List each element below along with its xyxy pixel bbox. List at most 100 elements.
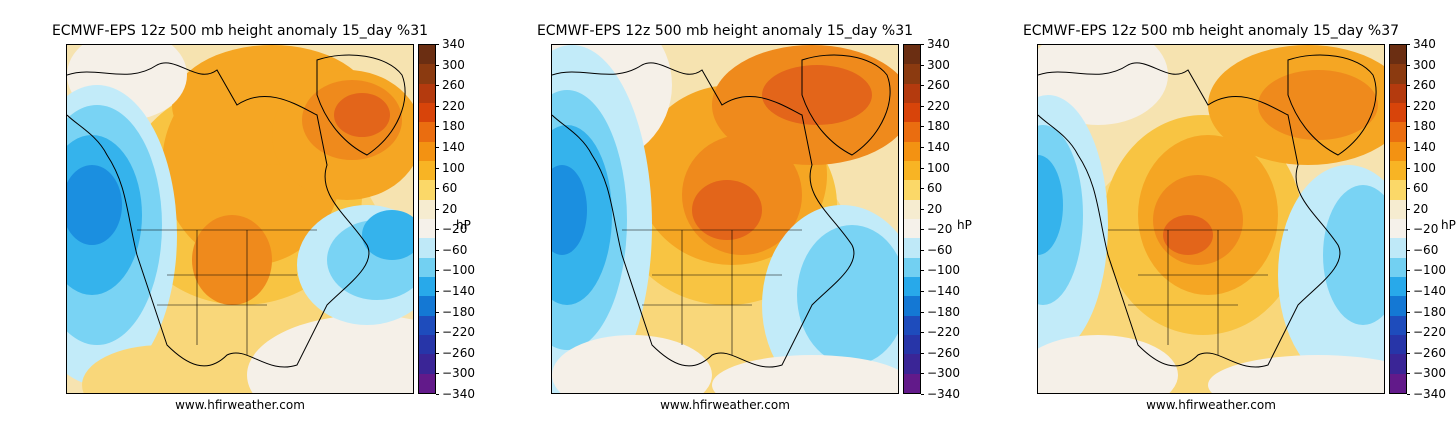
colorbar-tick-label: −20	[442, 222, 468, 237]
anomaly-contour	[82, 345, 242, 393]
colorbar-segment	[1390, 45, 1406, 65]
colorbar-tick-label: −220	[1413, 325, 1446, 340]
colorbar-tick-label: −300	[442, 366, 475, 381]
colorbar-segment	[904, 180, 920, 200]
colorbar-segment	[1390, 315, 1406, 335]
greenland-outline	[801, 54, 891, 156]
anomaly-contour	[1323, 185, 1384, 325]
anomaly-contour	[692, 180, 762, 240]
colorbar-segment	[1390, 354, 1406, 374]
colorbar-segment	[419, 122, 435, 142]
colorbar-segment	[419, 373, 435, 393]
colorbar-tick-label: −100	[927, 263, 960, 278]
colorbar-segment	[1390, 141, 1406, 161]
colorbar-tick-label: 100	[442, 160, 465, 175]
colorbar-tick-label: −260	[1413, 345, 1446, 360]
anomaly-contour	[334, 93, 390, 137]
colorbar-tick-label: −340	[1413, 387, 1446, 401]
colorbar-segment	[1390, 102, 1406, 123]
anomaly-contour	[247, 315, 413, 393]
anomaly-contour	[1208, 355, 1384, 393]
colorbar-tick-label: 340	[442, 37, 465, 51]
colorbar-segment	[1390, 180, 1406, 200]
colorbar-tick-label: 60	[927, 181, 943, 196]
colorbar-segment	[419, 276, 435, 297]
colorbar-segment	[904, 122, 920, 142]
coastline	[552, 62, 855, 368]
coastline	[67, 62, 370, 368]
colorbar-segment	[419, 180, 435, 200]
colorbar-segment	[419, 141, 435, 161]
panel-title: ECMWF-EPS 12z 500 mb height anomaly 15_d…	[51, 23, 429, 39]
colorbar-tick-label: −180	[1413, 304, 1446, 319]
colorbar-segment	[419, 315, 435, 335]
colorbar-tick-label: 60	[442, 181, 458, 196]
colorbar-segment	[904, 83, 920, 103]
panel-1: ECMWF-EPS 12z 500 mb height anomaly 15_d…	[0, 0, 485, 439]
colorbar-tick-label: 220	[927, 98, 950, 113]
colorbar-segment	[419, 102, 435, 123]
colorbar-tick-label: −300	[1413, 366, 1446, 381]
colorbar-tick-label: 220	[1413, 98, 1436, 113]
colorbar-tick-label: −340	[927, 387, 960, 401]
political-borders	[1108, 229, 1288, 355]
colorbar-segment	[419, 354, 435, 374]
anomaly-contour	[1038, 155, 1063, 255]
colorbar-tick-label: 140	[1413, 139, 1436, 154]
panel-3: ECMWF-EPS 12z 500 mb height anomaly 15_d…	[971, 0, 1456, 439]
colorbar-segment	[904, 238, 920, 258]
colorbar-tick-label: −140	[927, 284, 960, 299]
colorbar-segment	[904, 296, 920, 316]
colorbar-segment	[419, 45, 435, 65]
colorbar-tick-label: 60	[1413, 181, 1429, 196]
colorbar-tick-label: 340	[927, 37, 950, 51]
colorbar-segment	[1390, 160, 1406, 181]
colorbar-tick-label: −20	[927, 222, 953, 237]
colorbar-tick-label: 140	[442, 139, 465, 154]
colorbar-tick-label: 20	[927, 201, 943, 216]
anomaly-field	[67, 45, 413, 393]
colorbar-tick-label: 220	[442, 98, 465, 113]
colorbar-tick-label: −100	[1413, 263, 1446, 278]
colorbar-tick-label: 260	[442, 78, 465, 93]
colorbar-segment	[419, 257, 435, 277]
colorbar-segment	[904, 64, 920, 84]
colorbar-segment	[904, 354, 920, 374]
colorbar-segment	[1390, 238, 1406, 258]
source-credit: www.hfirweather.com	[660, 398, 790, 412]
colorbar-tick-label: 300	[1413, 57, 1436, 72]
colorbar-tick-label: 180	[442, 119, 465, 134]
anomaly-contour	[552, 165, 587, 255]
colorbar-segment	[419, 199, 435, 219]
colorbar-unit: hP	[456, 218, 471, 232]
colorbar-segment	[904, 160, 920, 181]
panel-2: ECMWF-EPS 12z 500 mb height anomaly 15_d…	[485, 0, 972, 439]
colorbar-segment	[904, 276, 920, 297]
colorbar-tick-label: 180	[927, 119, 950, 134]
colorbar	[903, 44, 921, 394]
panel-title: ECMWF-EPS 12z 500 mb height anomaly 15_d…	[536, 23, 914, 39]
greenland-outline	[1287, 54, 1377, 156]
anomaly-field	[552, 45, 898, 393]
panel-title: ECMWF-EPS 12z 500 mb height anomaly 15_d…	[1022, 23, 1400, 39]
anomaly-contour	[192, 215, 272, 305]
colorbar-tick-label: −140	[1413, 284, 1446, 299]
colorbar-segment	[419, 64, 435, 84]
political-borders	[622, 229, 802, 355]
colorbar-tick-label: 300	[927, 57, 950, 72]
anomaly-contour	[552, 335, 712, 393]
coastline	[1038, 62, 1341, 368]
colorbar-tick-label: 180	[1413, 119, 1436, 134]
colorbar-segment	[1390, 276, 1406, 297]
colorbar-segment	[1390, 199, 1406, 219]
anomaly-contour	[362, 210, 413, 260]
colorbar-tick-label: −100	[442, 263, 475, 278]
colorbar-tick-label: −220	[927, 325, 960, 340]
anomaly-contour	[1258, 70, 1378, 140]
colorbar-segment	[904, 315, 920, 335]
anomaly-field	[1038, 45, 1384, 393]
colorbar-segment	[904, 218, 920, 239]
colorbar-tick-label: −180	[927, 304, 960, 319]
colorbar-tick-label: −340	[442, 387, 475, 401]
colorbar-segment	[1390, 257, 1406, 277]
